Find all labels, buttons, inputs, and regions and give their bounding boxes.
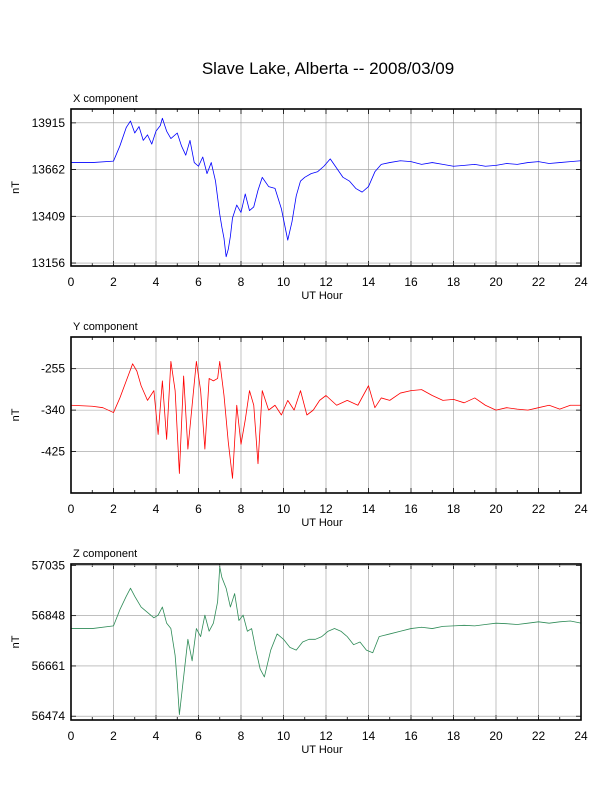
y-tick-label: 13662 — [32, 163, 66, 177]
x-tick-label: 4 — [153, 275, 160, 289]
x-tick-label: 6 — [195, 275, 202, 289]
x-tick-label: 10 — [277, 275, 291, 289]
x-tick-label: 8 — [238, 729, 245, 743]
x-tick-label: 18 — [447, 275, 461, 289]
x-tick-label: 24 — [574, 502, 588, 516]
y-tick-label: 56848 — [32, 609, 66, 623]
x-tick-label: 4 — [153, 729, 160, 743]
y-tick-label: 56474 — [32, 709, 66, 723]
x-tick-label: 20 — [489, 502, 503, 516]
panel-label: X component — [73, 93, 138, 105]
x-tick-label: 24 — [574, 729, 588, 743]
x-tick-label: 6 — [195, 729, 202, 743]
plot-frame — [70, 563, 582, 721]
x-tick-label: 24 — [574, 275, 588, 289]
x-tick-label: 12 — [319, 502, 333, 516]
x-tick-label: 6 — [195, 502, 202, 516]
y-axis-label: nT — [10, 181, 22, 194]
chart-title: Slave Lake, Alberta -- 2008/03/09 — [202, 59, 454, 78]
x-tick-label: 18 — [447, 729, 461, 743]
data-series-line — [71, 566, 582, 716]
x-tick-label: 10 — [277, 502, 291, 516]
x-tick-label: 2 — [110, 729, 117, 743]
y-tick-label: -340 — [41, 403, 65, 417]
x-tick-label: 0 — [68, 729, 75, 743]
x-tick-label: 12 — [319, 275, 333, 289]
x-tick-label: 8 — [238, 502, 245, 516]
x-axis-label: UT Hour — [301, 744, 343, 756]
y-tick-label: -425 — [41, 445, 65, 459]
y-tick-label: 13156 — [32, 256, 66, 270]
plot-frame — [70, 336, 582, 494]
x-tick-label: 2 — [110, 502, 117, 516]
data-series-line — [70, 360, 581, 479]
y-axis-label: nT — [10, 635, 22, 648]
x-tick-label: 22 — [532, 729, 546, 743]
x-tick-label: 4 — [153, 502, 160, 516]
x-tick-label: 12 — [319, 729, 333, 743]
x-tick-label: 14 — [362, 729, 376, 743]
x-tick-label: 14 — [362, 502, 376, 516]
x-tick-label: 16 — [404, 729, 418, 743]
x-tick-label: 20 — [489, 729, 503, 743]
x-tick-label: 20 — [489, 275, 503, 289]
x-tick-label: 22 — [532, 275, 546, 289]
panel-label: Y component — [73, 321, 138, 333]
x-tick-label: 16 — [404, 275, 418, 289]
panel-1: 0 2 4 6 8 10 12 14 16 18 20 22 241315613409136621391… — [10, 93, 588, 302]
y-tick-label: 13409 — [32, 209, 66, 223]
plot-frame — [70, 108, 582, 267]
x-tick-label: 22 — [532, 502, 546, 516]
x-axis-label: UT Hour — [301, 517, 343, 529]
chart-panels: 0 2 4 6 8 10 12 14 16 18 20 22 241315613409136621391… — [10, 93, 588, 756]
data-series-line — [71, 117, 582, 258]
y-tick-label: 56661 — [32, 659, 66, 673]
x-tick-label: 14 — [362, 275, 376, 289]
x-tick-label: 18 — [447, 502, 461, 516]
x-tick-label: 0 — [68, 275, 75, 289]
x-tick-label: 2 — [110, 275, 117, 289]
y-tick-label: -255 — [41, 362, 65, 376]
y-tick-label: 13915 — [32, 116, 66, 130]
y-tick-label: 57035 — [32, 558, 66, 572]
x-tick-label: 10 — [277, 729, 291, 743]
panel-label: Z component — [73, 548, 137, 560]
x-tick-label: 16 — [404, 502, 418, 516]
y-axis-label: nT — [10, 408, 22, 421]
x-axis-label: UT Hour — [301, 290, 343, 302]
panel-3: 0 2 4 6 8 10 12 14 16 18 20 22 245647456661568485703… — [10, 548, 588, 756]
x-tick-label: 8 — [238, 275, 245, 289]
x-tick-label: 0 — [68, 502, 75, 516]
